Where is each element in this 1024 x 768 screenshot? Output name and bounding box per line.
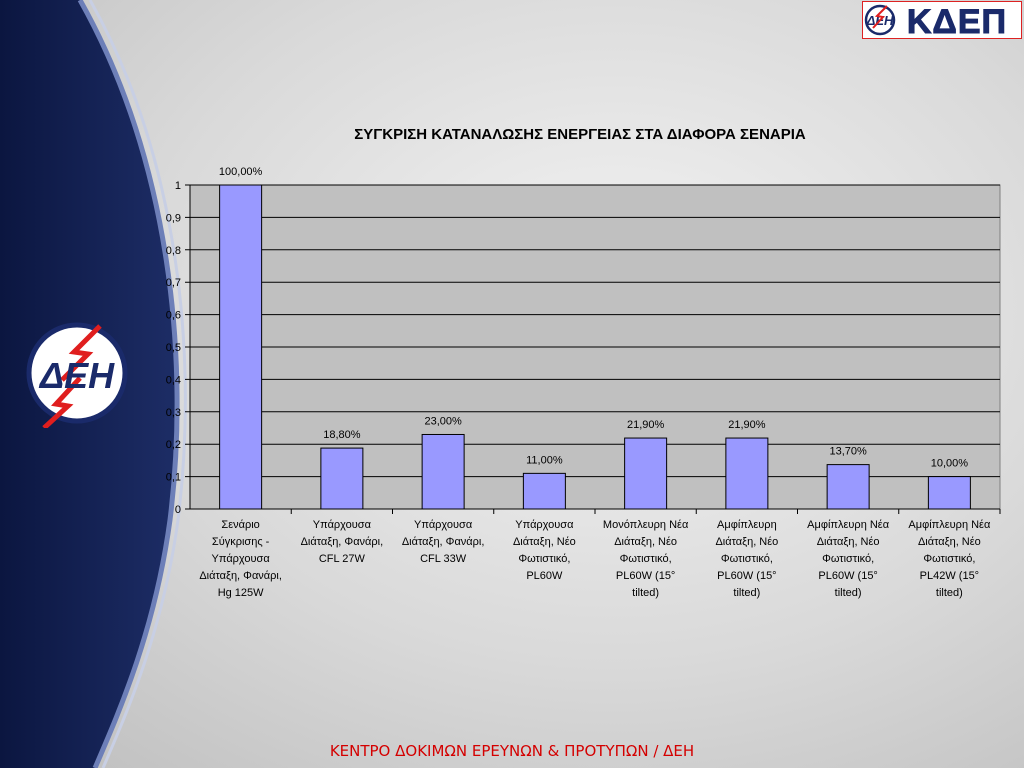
- category-label-line: Υπάρχουσα: [414, 519, 473, 531]
- category-label-line: Διάταξη, Νέο: [614, 536, 678, 548]
- y-tick-label: 0,1: [166, 472, 181, 484]
- y-tick-label: 0,4: [166, 374, 181, 386]
- category-label: Αμφίπλευρη Διάταξη, Νέο Φωτιστικό, PL60W (1…: [697, 517, 797, 602]
- bar: [320, 447, 364, 510]
- category-label-line: PL60W (15°: [717, 570, 777, 582]
- category-label-line: PL42W (15°: [919, 570, 980, 582]
- data-label: 21,90%: [728, 419, 766, 431]
- kdep-logo: ΔΕΗ ΚΔΕΠ: [862, 1, 1022, 42]
- y-tick-label: 0,5: [166, 342, 181, 354]
- category-label-line: Σενάριο: [221, 519, 260, 531]
- category-label-line: Σύγκρισης -: [211, 536, 270, 548]
- category-label: Υπάρχουσα Διάταξη, Φανάρι, CFL 27W: [292, 517, 392, 568]
- bar: [421, 433, 465, 510]
- category-label: Αμφίπλευρη Νέα Διάταξη, Νέο Φωτιστικό, PL42…: [899, 517, 999, 602]
- bar: [927, 476, 971, 510]
- category-label-line: Διάταξη, Φανάρι,: [199, 570, 282, 582]
- deh-logo-text: ΔΕΗ: [38, 355, 115, 396]
- y-tick-label: 0,3: [166, 407, 181, 419]
- category-label-line: Φωτιστικό,: [923, 553, 976, 565]
- data-label: 18,80%: [323, 429, 361, 441]
- category-label-line: CFL 27W: [318, 553, 365, 565]
- category-label-line: Φωτιστικό,: [822, 553, 875, 565]
- category-label: Σενάριο Σύγκρισης - Υπάρχουσα Διάταξη, Φανά…: [191, 517, 291, 602]
- category-label-line: Υπάρχουσα: [312, 519, 371, 531]
- kdep-logo-text: ΚΔΕΠ: [907, 3, 1007, 38]
- chart-title: ΣΥΓΚΡΙΣΗ ΚΑΤΑΝΑΛΩΣΗΣ ΕΝΕΡΓΕΙΑΣ ΣΤΑ ΔΙΑΦΟ…: [354, 126, 806, 143]
- category-label-line: PL60W (15°: [818, 570, 878, 582]
- category-label-line: Διάταξη, Φανάρι,: [300, 536, 384, 548]
- y-tick-label: 0,9: [166, 212, 181, 224]
- bar: [624, 437, 668, 510]
- bars: [219, 184, 971, 510]
- y-tick-label: 0,8: [166, 245, 181, 257]
- category-label-line: Διάταξη, Νέο: [917, 536, 981, 548]
- y-tick-label: 0,6: [166, 310, 181, 322]
- data-label: 23,00%: [424, 415, 462, 427]
- category-label-line: Hg 125W: [217, 587, 264, 599]
- bar: [522, 472, 566, 510]
- category-label-line: Φωτιστικό,: [518, 553, 571, 565]
- category-label-line: Διάταξη, Νέο: [816, 536, 880, 548]
- deh-logo-icon: ΔΕΗ: [26, 322, 128, 428]
- y-tick-label: 0,2: [166, 439, 181, 451]
- category-label-line: Διάταξη, Φανάρι,: [401, 536, 485, 548]
- category-label-line: Αμφίπλευρη Νέα: [908, 519, 991, 531]
- category-label-line: Φωτιστικό,: [619, 553, 672, 565]
- data-label: 10,00%: [931, 458, 969, 470]
- data-label: 11,00%: [526, 454, 563, 466]
- data-label: 21,90%: [627, 419, 665, 431]
- bar: [826, 464, 870, 510]
- category-label: Αμφίπλευρη Νέα Διάταξη, Νέο Φωτιστικό, PL60…: [798, 517, 898, 602]
- category-label-line: CFL 33W: [420, 553, 467, 565]
- category-label-line: tilted): [834, 587, 862, 599]
- category-label-line: tilted): [935, 587, 963, 599]
- y-tick-label: 0,7: [166, 277, 181, 289]
- category-label-line: Φωτιστικό,: [720, 553, 773, 565]
- category-label-line: PL60W: [526, 570, 563, 582]
- category-label-line: Μονόπλευρη Νέα: [602, 519, 689, 531]
- data-label: 100,00%: [219, 166, 263, 178]
- category-label-line: Διάταξη, Νέο: [512, 536, 576, 548]
- y-tick-label: 0: [175, 504, 181, 516]
- category-label-line: tilted): [632, 587, 660, 599]
- y-tick-label: 1: [175, 180, 181, 192]
- data-labels: 100,00% 18,80% 23,00% 11,00% 21,90% 21,90% 13,…: [219, 166, 968, 470]
- footer-text: ΚΕΝΤΡΟ ΔΟΚΙΜΩΝ ΕΡΕΥΝΩΝ & ΠΡΟΤΥΠΩΝ / ΔΕΗ: [329, 742, 695, 760]
- category-label-line: PL60W (15°: [615, 570, 676, 582]
- bar: [219, 184, 263, 510]
- category-label-line: Υπάρχουσα: [211, 553, 270, 565]
- category-label-line: tilted): [733, 587, 761, 599]
- bar: [725, 437, 769, 510]
- category-label: Μονόπλευρη Νέα Διάταξη, Νέο Φωτιστικό, PL60…: [596, 517, 696, 602]
- category-label-line: Υπάρχουσα: [515, 519, 574, 531]
- y-axis-ticks: 0 0,1 0,2 0,3 0,4 0,5 0,6 0,7 0,8 0,9 1: [166, 180, 181, 516]
- data-label: 13,70%: [829, 446, 867, 458]
- category-label: Υπάρχουσα Διάταξη, Νέο Φωτιστικό, PL60W: [494, 517, 594, 585]
- category-label-line: Διάταξη, Νέο: [715, 536, 779, 548]
- category-label-line: Αμφίπλευρη: [717, 519, 777, 531]
- category-label: Υπάρχουσα Διάταξη, Φανάρι, CFL 33W: [393, 517, 493, 568]
- category-label-line: Αμφίπλευρη Νέα: [807, 519, 890, 531]
